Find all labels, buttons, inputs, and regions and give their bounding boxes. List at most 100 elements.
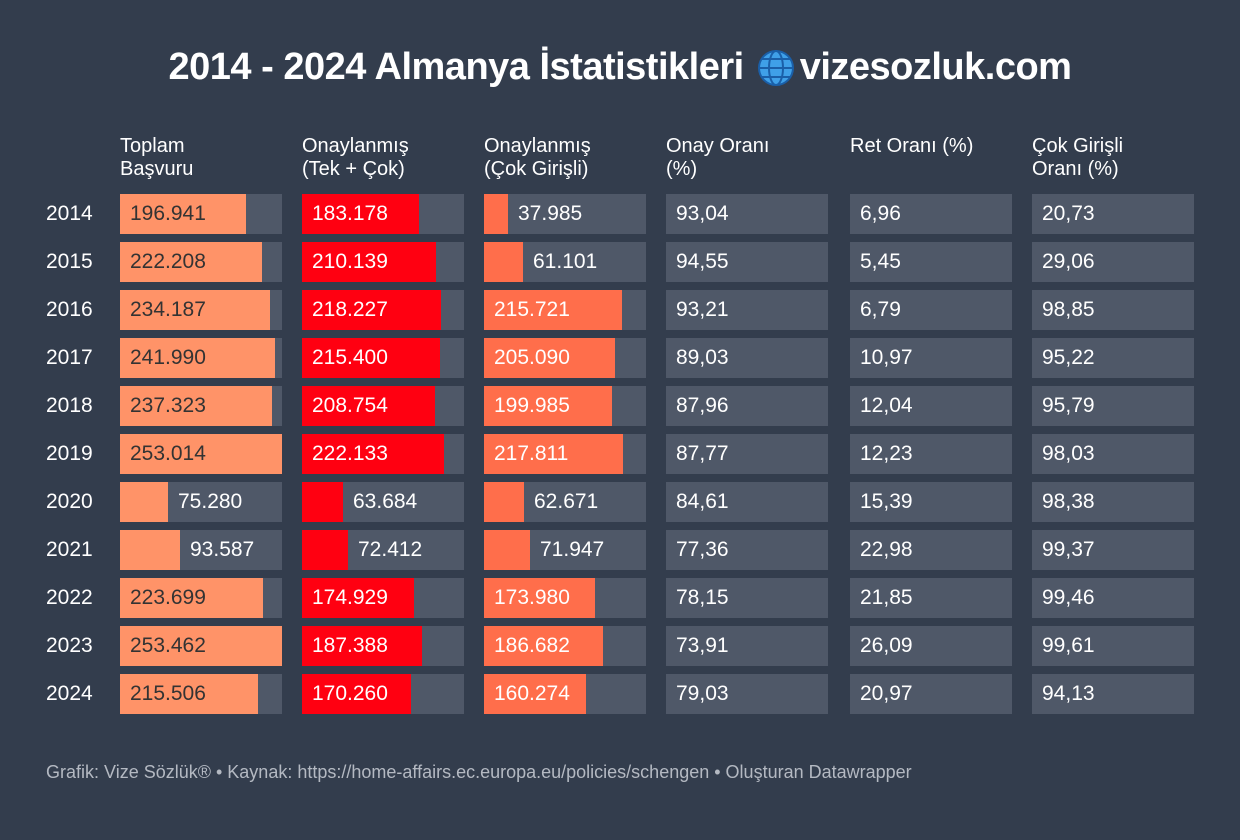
cell-value: 93,21: [676, 298, 729, 321]
cell-value: 94,13: [1042, 682, 1095, 705]
cell-value: 93,04: [676, 202, 729, 225]
cell-value: 75.280: [178, 490, 243, 513]
value-bar: [484, 626, 603, 666]
row-year-label: 2021: [46, 538, 93, 561]
value-bar: [484, 482, 524, 522]
cell-value: 98,38: [1042, 490, 1095, 513]
cell-value: 215.400: [312, 346, 388, 369]
table-cell: 234.187: [120, 290, 282, 330]
cell-value: 237.323: [130, 394, 206, 417]
chart-title: 2014 - 2024 Almanya İstatistikleri vizes…: [0, 46, 1240, 89]
cell-value: 160.274: [494, 682, 570, 705]
cell-value: 26,09: [860, 634, 913, 657]
row-year-label: 2024: [46, 682, 93, 705]
value-bar: [120, 434, 282, 474]
table-cell: 208.754: [302, 386, 464, 426]
cell-value: 170.260: [312, 682, 388, 705]
value-bar: [484, 194, 508, 234]
cell-value: 205.090: [494, 346, 570, 369]
cell-value: 87,77: [676, 442, 729, 465]
cell-value: 95,79: [1042, 394, 1095, 417]
value-bar: [302, 194, 419, 234]
table-cell: 87,77: [666, 434, 828, 474]
table-cell: 218.227: [302, 290, 464, 330]
table-cell: 98,85: [1032, 290, 1194, 330]
cell-value: 99,37: [1042, 538, 1095, 561]
column-header-line: (Tek + Çok): [302, 158, 405, 180]
value-bar: [120, 626, 282, 666]
value-bar: [302, 626, 422, 666]
column-header: Ret Oranı (%): [850, 135, 1025, 158]
cell-value: 22,98: [860, 538, 913, 561]
value-bar: [120, 290, 270, 330]
cell-value: 98,85: [1042, 298, 1095, 321]
table-cell: 21,85: [850, 578, 1012, 618]
cell-value: 21,85: [860, 586, 913, 609]
table-cell: 63.684: [302, 482, 464, 522]
row-year-label: 2014: [46, 202, 93, 225]
column-header: Toplam Başvuru: [120, 135, 295, 181]
cell-value: 61.101: [533, 250, 598, 273]
cell-value: 99,46: [1042, 586, 1095, 609]
cell-value: 174.929: [312, 586, 388, 609]
table-cell: 29,06: [1032, 242, 1194, 282]
column-header-line: Onaylanmış: [302, 135, 409, 157]
column-header-line: Çok Girişli: [1032, 135, 1124, 157]
table-cell: 12,04: [850, 386, 1012, 426]
table-cell: 215.400: [302, 338, 464, 378]
table-cell: 215.506: [120, 674, 282, 714]
value-bar: [484, 674, 586, 714]
table-cell: 222.208: [120, 242, 282, 282]
cell-value: 62.671: [534, 490, 599, 513]
table-cell: 71.947: [484, 530, 646, 570]
cell-value: 222.133: [312, 442, 388, 465]
value-bar: [302, 578, 414, 618]
table-cell: 217.811: [484, 434, 646, 474]
value-bar: [120, 578, 263, 618]
column-header-line: Onaylanmış: [484, 135, 591, 157]
table-cell: 98,38: [1032, 482, 1194, 522]
cell-value: 37.985: [518, 202, 583, 225]
table-cell: 94,13: [1032, 674, 1194, 714]
value-bar: [302, 386, 435, 426]
value-bar: [302, 242, 436, 282]
cell-value: 99,61: [1042, 634, 1095, 657]
table-cell: 5,45: [850, 242, 1012, 282]
cell-value: 210.139: [312, 250, 388, 273]
table-cell: 94,55: [666, 242, 828, 282]
table-cell: 95,22: [1032, 338, 1194, 378]
cell-value: 223.699: [130, 586, 206, 609]
cell-value: 63.684: [353, 490, 418, 513]
column-header: Onaylanmış (Çok Girişli): [484, 135, 659, 181]
cell-value: 89,03: [676, 346, 729, 369]
value-bar: [120, 338, 275, 378]
table-cell: 187.388: [302, 626, 464, 666]
table-cell: 89,03: [666, 338, 828, 378]
brand-text: vizesozluk.com: [799, 46, 1072, 88]
cell-value: 95,22: [1042, 346, 1095, 369]
table-cell: 241.990: [120, 338, 282, 378]
cell-value: 87,96: [676, 394, 729, 417]
table-cell: 84,61: [666, 482, 828, 522]
value-bar: [484, 290, 622, 330]
table-cell: 37.985: [484, 194, 646, 234]
table-cell: 22,98: [850, 530, 1012, 570]
row-year-label: 2017: [46, 346, 93, 369]
row-year-label: 2015: [46, 250, 93, 273]
table-cell: 62.671: [484, 482, 646, 522]
cell-value: 73,91: [676, 634, 729, 657]
cell-value: 6,96: [860, 202, 901, 225]
value-bar: [484, 386, 612, 426]
table-cell: 205.090: [484, 338, 646, 378]
cell-value: 72.412: [358, 538, 423, 561]
table-cell: 186.682: [484, 626, 646, 666]
table-cell: 79,03: [666, 674, 828, 714]
cell-value: 222.208: [130, 250, 206, 273]
table-cell: 173.980: [484, 578, 646, 618]
row-year-label: 2016: [46, 298, 93, 321]
table-cell: 170.260: [302, 674, 464, 714]
value-bar: [302, 530, 348, 570]
cell-value: 10,97: [860, 346, 913, 369]
value-bar: [120, 386, 272, 426]
cell-value: 215.506: [130, 682, 206, 705]
